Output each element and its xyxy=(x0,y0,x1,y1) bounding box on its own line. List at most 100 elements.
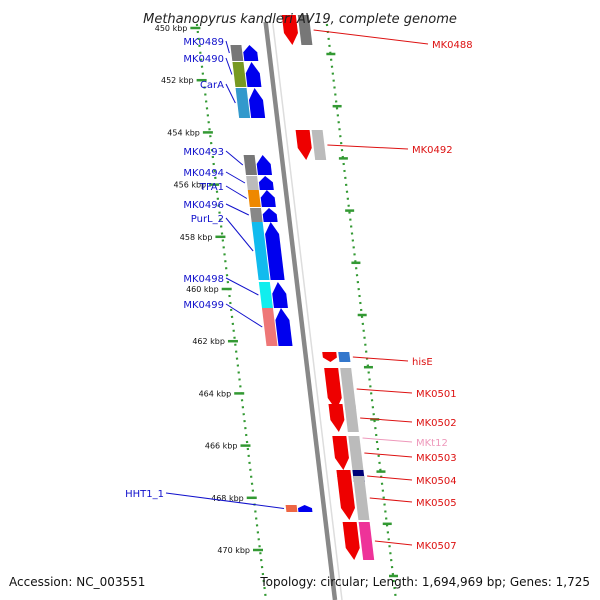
gene-category-block xyxy=(235,88,251,118)
gene-label-mk0505[interactable]: MK0505 xyxy=(416,498,457,509)
backbone-edge xyxy=(271,21,343,600)
gene-category-block xyxy=(285,505,298,512)
ruler-tick-label: 450 kbp xyxy=(155,24,188,33)
gene-label-leader xyxy=(225,150,244,166)
ruler-tick-label: 464 kbp xyxy=(199,389,232,398)
reverse-gene-arrow xyxy=(332,436,349,470)
gene-category-block xyxy=(246,176,259,190)
gene-feature-blocks xyxy=(230,15,375,560)
gene-label-leader xyxy=(225,303,263,328)
forward-gene-arrow xyxy=(275,308,293,346)
gene-strand-arrows xyxy=(243,15,360,560)
gene-label-leader xyxy=(352,356,409,362)
gene-category-block xyxy=(243,155,257,175)
ruler-tick-label: 454 kbp xyxy=(167,128,200,137)
dotted-guide-lines xyxy=(195,23,398,600)
backbone-line xyxy=(263,21,338,600)
gene-label-leader xyxy=(356,388,413,394)
ruler-tick-label: 452 kbp xyxy=(161,76,194,85)
left-guide-line xyxy=(195,23,268,600)
gene-label-leader xyxy=(225,40,230,54)
gene-label-mk0492[interactable]: MK0492 xyxy=(412,145,453,156)
gene-category-block xyxy=(247,190,261,207)
accession-text: Accession: NC_003551 xyxy=(9,575,145,589)
right-guide-line xyxy=(325,23,398,600)
gene-labels[interactable]: MK0489 MK0490 CarA MK0493 MK0494 TFA1 MK0496 Pu… xyxy=(125,29,473,552)
reverse-gene-arrow xyxy=(342,522,360,560)
gene-label-tfa1[interactable]: TFA1 xyxy=(199,182,224,193)
ruler-tick-label: 456 kbp xyxy=(174,181,207,190)
gene-label-mk0499[interactable]: MK0499 xyxy=(183,300,224,311)
reverse-gene-arrow xyxy=(328,404,345,432)
gene-category-block xyxy=(232,62,247,87)
gene-category-block xyxy=(340,368,357,410)
forward-gene-arrow xyxy=(258,176,274,190)
gene-category-block xyxy=(311,130,327,160)
forward-gene-arrow xyxy=(272,282,288,308)
gene-label-leader xyxy=(327,144,409,150)
forward-gene-arrow xyxy=(297,505,313,512)
gene-label-mk0503[interactable]: MK0503 xyxy=(416,453,457,464)
gene-category-block xyxy=(297,15,313,45)
ruler-tick-label: 460 kbp xyxy=(186,285,219,294)
gene-label-leader xyxy=(165,492,285,509)
gene-category-block xyxy=(230,45,244,61)
gene-category-block xyxy=(261,308,278,346)
gene-label-mk0494[interactable]: MK0494 xyxy=(183,168,224,179)
forward-gene-arrow xyxy=(256,155,272,175)
forward-gene-arrow xyxy=(265,222,285,280)
gene-label-purl_2[interactable]: PurL_2 xyxy=(191,214,224,225)
genome-backbone xyxy=(263,21,343,600)
gene-label-leader xyxy=(313,29,429,45)
forward-gene-arrow xyxy=(243,45,259,61)
forward-gene-arrow xyxy=(262,208,278,222)
gene-label-leader xyxy=(225,171,246,184)
gene-label-leader xyxy=(369,497,413,503)
gene-label-leader xyxy=(225,185,248,199)
gene-label-mk0504[interactable]: MK0504 xyxy=(416,476,457,487)
forward-gene-arrow xyxy=(260,190,276,207)
reverse-gene-arrow xyxy=(295,130,312,160)
gene-category-block xyxy=(258,282,273,308)
reverse-gene-arrow xyxy=(281,15,298,45)
gene-label-cara[interactable]: CarA xyxy=(200,80,224,91)
forward-gene-arrow xyxy=(245,62,262,87)
ruler-tick-label: 470 kbp xyxy=(217,546,250,555)
topology-text: Topology: circular; Length: 1,694,969 bp… xyxy=(259,575,590,589)
gene-category-block xyxy=(358,522,375,560)
ruler-tick-label: 462 kbp xyxy=(192,337,225,346)
ruler-tick-label: 458 kbp xyxy=(180,233,213,242)
gene-category-block xyxy=(348,436,364,470)
gene-category-block xyxy=(338,352,351,362)
gene-category-block xyxy=(249,208,263,222)
gene-label-leader xyxy=(360,417,413,423)
reverse-gene-arrow xyxy=(322,352,337,362)
gene-label-mk0488[interactable]: MK0488 xyxy=(432,40,473,51)
reverse-gene-arrow xyxy=(324,368,342,410)
gene-category-block xyxy=(353,476,370,520)
gene-label-leader xyxy=(374,540,413,546)
gene-label-mk0501[interactable]: MK0501 xyxy=(416,389,457,400)
gene-label-leader xyxy=(225,57,233,75)
kbp-ruler: 450 kbp 452 kbp 454 kbp 456 kbp 458 kbp 460 k… xyxy=(155,24,398,578)
gene-label-mk0493[interactable]: MK0493 xyxy=(183,147,224,158)
gene-category-block xyxy=(344,404,359,432)
gene-label-hise[interactable]: hisE xyxy=(412,357,433,368)
gene-category-block xyxy=(251,222,270,280)
gene-label-mk0496[interactable]: MK0496 xyxy=(183,200,224,211)
gene-label-mk0502[interactable]: MK0502 xyxy=(416,418,457,429)
ruler-tick-label: 468 kbp xyxy=(211,494,244,503)
gene-label-mk0489[interactable]: MK0489 xyxy=(183,37,224,48)
gene-label-mk0490[interactable]: MK0490 xyxy=(183,54,224,65)
forward-gene-arrow xyxy=(249,88,266,118)
gene-label-leader xyxy=(362,437,413,443)
gene-label-mkt12[interactable]: MKt12 xyxy=(416,438,448,449)
gene-label-leader xyxy=(225,217,254,252)
gene-label-leader xyxy=(364,452,413,458)
gene-label-leader xyxy=(225,203,250,216)
gene-label-mk0498[interactable]: MK0498 xyxy=(183,274,224,285)
gene-label-hht1_1[interactable]: HHT1_1 xyxy=(125,489,164,500)
gene-label-leader xyxy=(225,83,236,104)
gene-label-mk0507[interactable]: MK0507 xyxy=(416,541,457,552)
